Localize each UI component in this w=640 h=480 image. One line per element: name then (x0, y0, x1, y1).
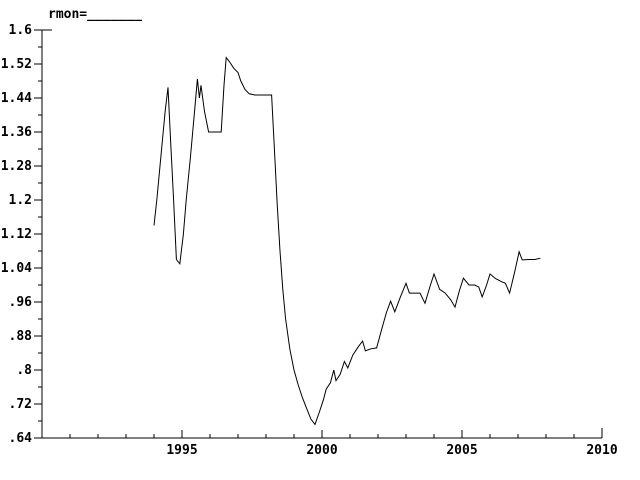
y-tick-label: 1.04 (1, 261, 32, 276)
y-tick-label: .64 (9, 431, 33, 446)
x-tick-label: 2005 (446, 443, 477, 458)
y-tick-label: .72 (9, 397, 32, 412)
y-tick-label: 1.44 (1, 91, 32, 106)
chart-title: rmon=_______ (48, 7, 142, 22)
x-tick-label: 2010 (586, 443, 617, 458)
y-tick-label: 1.28 (1, 159, 32, 174)
y-tick-label: .96 (9, 295, 33, 310)
series-line-rmon (153, 56, 541, 426)
y-tick-label: 1.6 (9, 23, 33, 38)
y-tick-label: 1.36 (1, 125, 32, 140)
y-tick-label: .8 (16, 363, 32, 378)
x-tick-label: 2000 (306, 443, 337, 458)
y-tick-label: 1.52 (1, 57, 32, 72)
y-tick-label: .88 (9, 329, 33, 344)
y-tick-label: 1.2 (9, 193, 32, 208)
x-tick-label: 1995 (166, 443, 197, 458)
y-tick-label: 1.12 (1, 227, 32, 242)
